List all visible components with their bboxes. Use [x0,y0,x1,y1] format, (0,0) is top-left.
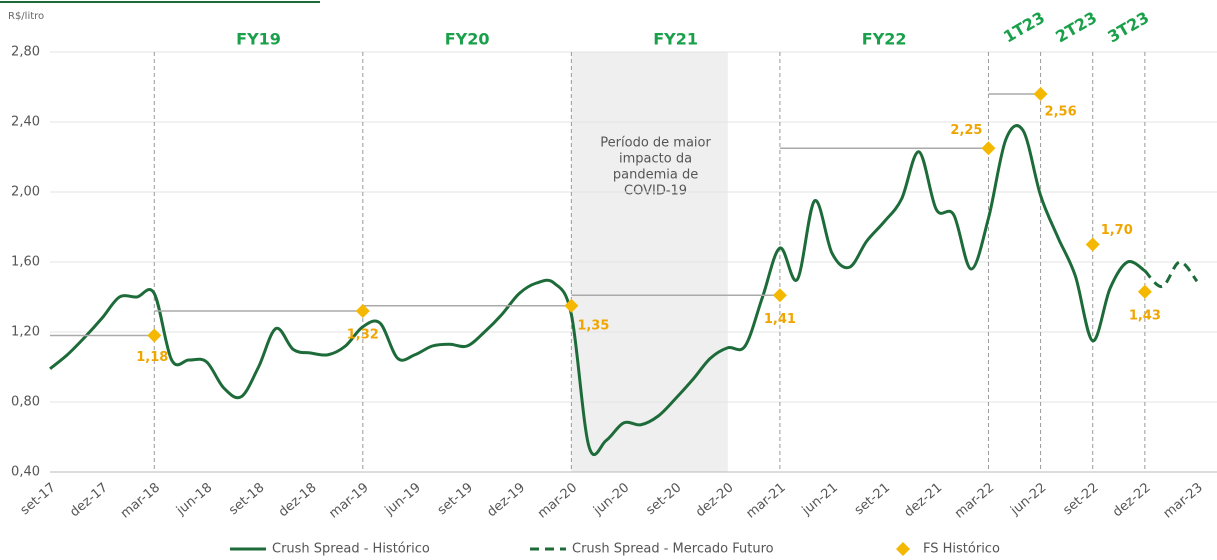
x-tick-label: jun-22 [1007,480,1049,519]
x-tick-label: jun-18 [173,480,215,519]
period-label: FY20 [445,30,490,49]
fs-point [1033,87,1048,101]
x-tick-label: jun-21 [799,480,841,519]
period-label: FY22 [862,30,907,49]
y-tick-label: 2,80 [11,45,40,60]
annotation: pandemia de [613,168,698,183]
fs-point [981,141,996,156]
fs-point [564,298,579,313]
y-axis-label: R$/litro [8,11,44,22]
x-tick-label: dez-20 [693,480,737,520]
x-tick-label: set-17 [18,480,59,518]
x-tick-label: jun-20 [590,480,632,519]
period-label: 2T23 [1052,8,1100,47]
x-tick-label: set-21 [852,480,893,518]
value-label: 2,56 [1045,105,1077,120]
x-tick-label: dez-21 [902,480,946,520]
annotation: impacto da [619,152,692,167]
y-tick-label: 1,60 [11,255,40,270]
x-tick-label: mar-22 [952,480,997,521]
annotation: Período de maior [600,136,711,151]
value-label: 1,70 [1101,223,1133,238]
value-label: 1,18 [136,350,168,365]
x-tick-label: dez-19 [484,480,528,520]
x-tick-label: set-20 [643,480,684,518]
fs-point [772,288,787,303]
fs-point [147,328,162,343]
value-label: 1,32 [347,328,379,343]
x-tick-label: jun-19 [382,480,424,519]
x-tick-label: mar-21 [744,480,789,521]
legend-label: Crush Spread - Histórico [272,542,430,557]
fs-point [355,304,370,318]
value-label: 1,43 [1129,308,1161,323]
period-label: FY19 [236,30,281,49]
annotation: COVID-19 [624,184,687,199]
x-tick-label: mar-20 [535,480,580,521]
x-tick-label: dez-17 [67,480,111,520]
x-tick-label: dez-22 [1110,480,1154,520]
y-tick-label: 2,00 [11,185,40,200]
y-tick-label: 1,20 [11,325,40,340]
x-tick-label: set-22 [1060,480,1101,518]
period-label: 1T23 [1000,8,1048,47]
x-tick-label: mar-19 [326,480,371,521]
legend-swatch [896,542,910,556]
fs-point [1137,284,1152,299]
x-tick-label: mar-18 [118,480,163,521]
period-label: 3T23 [1104,8,1152,47]
y-tick-label: 0,40 [11,465,40,480]
line-series [49,124,1146,456]
period-label: FY21 [653,30,698,49]
line-series [1143,260,1199,289]
x-tick-label: set-18 [226,480,267,518]
y-tick-label: 0,80 [11,395,40,410]
value-label: 2,25 [950,123,982,138]
legend-label: Crush Spread - Mercado Futuro [572,542,774,557]
y-tick-label: 2,40 [11,115,40,130]
value-label: 1,41 [764,312,796,327]
x-tick-label: set-19 [435,480,476,518]
fs-point [1085,237,1100,252]
x-tick-label: dez-18 [276,480,320,520]
value-label: 1,35 [577,318,609,333]
x-tick-label: mar-23 [1161,480,1206,521]
legend-label: FS Histórico [923,542,1000,557]
